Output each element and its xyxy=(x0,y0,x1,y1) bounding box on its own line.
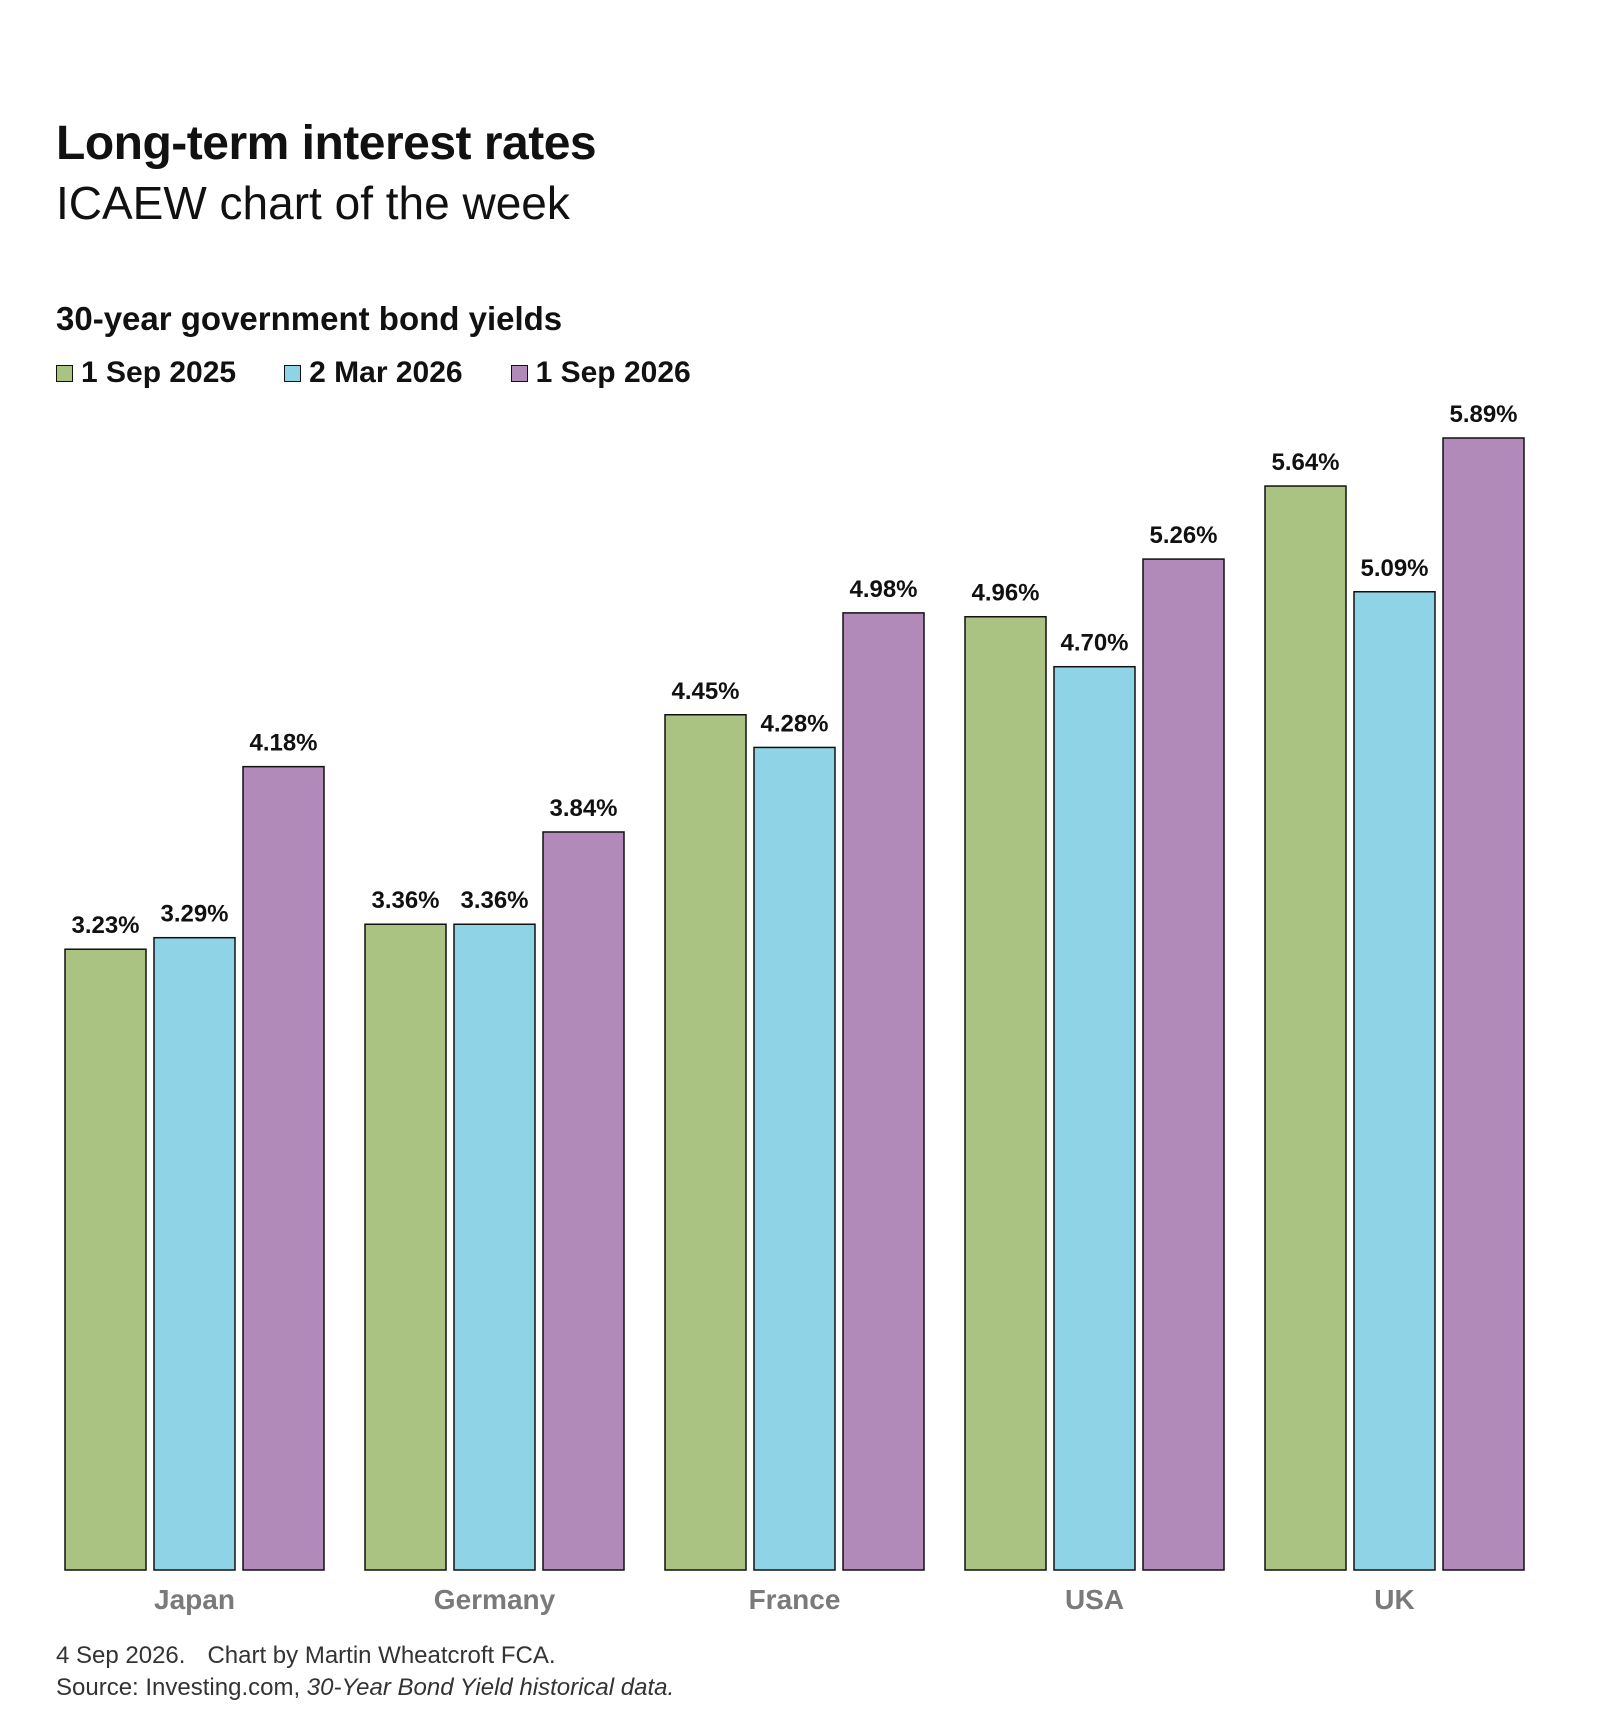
data-label-germany-1-sep-2026: 3.84% xyxy=(549,795,617,822)
x-tick-label-germany: Germany xyxy=(434,1584,556,1615)
footer-source-prefix: Source: Investing.com, xyxy=(56,1674,301,1701)
data-label-japan-2-mar-2026: 3.29% xyxy=(160,901,228,928)
legend-label-1-sep-2026: 1 Sep 2026 xyxy=(535,356,691,389)
data-label-uk-1-sep-2025: 5.64% xyxy=(1271,449,1339,476)
bar-uk-2-mar-2026 xyxy=(1353,591,1436,1571)
data-label-japan-1-sep-2026: 4.18% xyxy=(249,730,317,757)
bar-france-2-mar-2026 xyxy=(753,746,836,1571)
legend-item-2-mar-2026: 2 Mar 2026 xyxy=(284,356,463,390)
bar-usa-1-sep-2025 xyxy=(964,615,1047,1571)
x-tick-label-usa: USA xyxy=(1065,1584,1124,1615)
footer-date: 4 Sep 2026. xyxy=(56,1642,186,1669)
data-label-usa-1-sep-2025: 4.96% xyxy=(971,580,1039,607)
data-label-usa-2-mar-2026: 4.70% xyxy=(1060,630,1128,657)
legend-item-1-sep-2026: 1 Sep 2026 xyxy=(510,356,691,390)
data-label-uk-1-sep-2026: 5.89% xyxy=(1449,401,1517,428)
bar-uk-1-sep-2025 xyxy=(1264,485,1347,1571)
data-label-france-1-sep-2025: 4.45% xyxy=(671,678,739,705)
chart-heading: 30-year government bond yields xyxy=(56,300,563,337)
x-tick-label-france: France xyxy=(749,1584,841,1615)
legend: 1 Sep 2025 2 Mar 2026 1 Sep 2026 xyxy=(56,356,739,390)
bar-uk-1-sep-2026 xyxy=(1442,437,1525,1571)
data-label-france-2-mar-2026: 4.28% xyxy=(760,710,828,737)
legend-item-1-sep-2025: 1 Sep 2025 xyxy=(56,356,236,390)
bar-japan-1-sep-2026 xyxy=(242,765,325,1571)
bar-usa-1-sep-2026 xyxy=(1142,558,1225,1571)
bar-japan-2-mar-2026 xyxy=(153,936,236,1571)
chart-title: Long-term interest rates xyxy=(56,117,597,170)
footer-source-title: 30-Year Bond Yield historical data. xyxy=(306,1674,675,1701)
bar-france-1-sep-2026 xyxy=(842,612,925,1571)
bar-japan-1-sep-2025 xyxy=(64,948,147,1571)
footer-credit: Chart by Martin Wheatcroft FCA. xyxy=(207,1642,556,1669)
legend-swatch-1-sep-2025 xyxy=(56,364,73,382)
bar-france-1-sep-2025 xyxy=(664,714,747,1571)
data-label-japan-1-sep-2025: 3.23% xyxy=(71,912,139,939)
footer: 4 Sep 2026. Chart by Martin Wheatcroft FC… xyxy=(56,1640,674,1704)
data-label-uk-2-mar-2026: 5.09% xyxy=(1360,555,1428,582)
data-label-france-1-sep-2026: 4.98% xyxy=(849,576,917,603)
data-label-usa-1-sep-2026: 5.26% xyxy=(1149,522,1217,549)
chart-subtitle: ICAEW chart of the week xyxy=(56,177,570,229)
legend-label-2-mar-2026: 2 Mar 2026 xyxy=(309,356,463,389)
x-tick-label-japan: Japan xyxy=(154,1584,235,1615)
legend-swatch-1-sep-2026 xyxy=(510,364,528,382)
legend-label-1-sep-2025: 1 Sep 2025 xyxy=(81,356,237,389)
footer-line-1: 4 Sep 2026. Chart by Martin Wheatcroft FC… xyxy=(56,1640,674,1672)
bar-germany-1-sep-2026 xyxy=(542,831,625,1571)
legend-swatch-2-mar-2026 xyxy=(284,364,302,382)
data-label-germany-2-mar-2026: 3.36% xyxy=(460,887,528,914)
footer-line-2: Source: Investing.com, 30-Year Bond Yiel… xyxy=(56,1672,674,1704)
bar-germany-2-mar-2026 xyxy=(453,923,536,1571)
data-label-germany-1-sep-2025: 3.36% xyxy=(371,887,439,914)
bar-germany-1-sep-2025 xyxy=(364,923,447,1571)
x-tick-label-uk: UK xyxy=(1374,1584,1414,1615)
bar-usa-2-mar-2026 xyxy=(1053,665,1136,1571)
